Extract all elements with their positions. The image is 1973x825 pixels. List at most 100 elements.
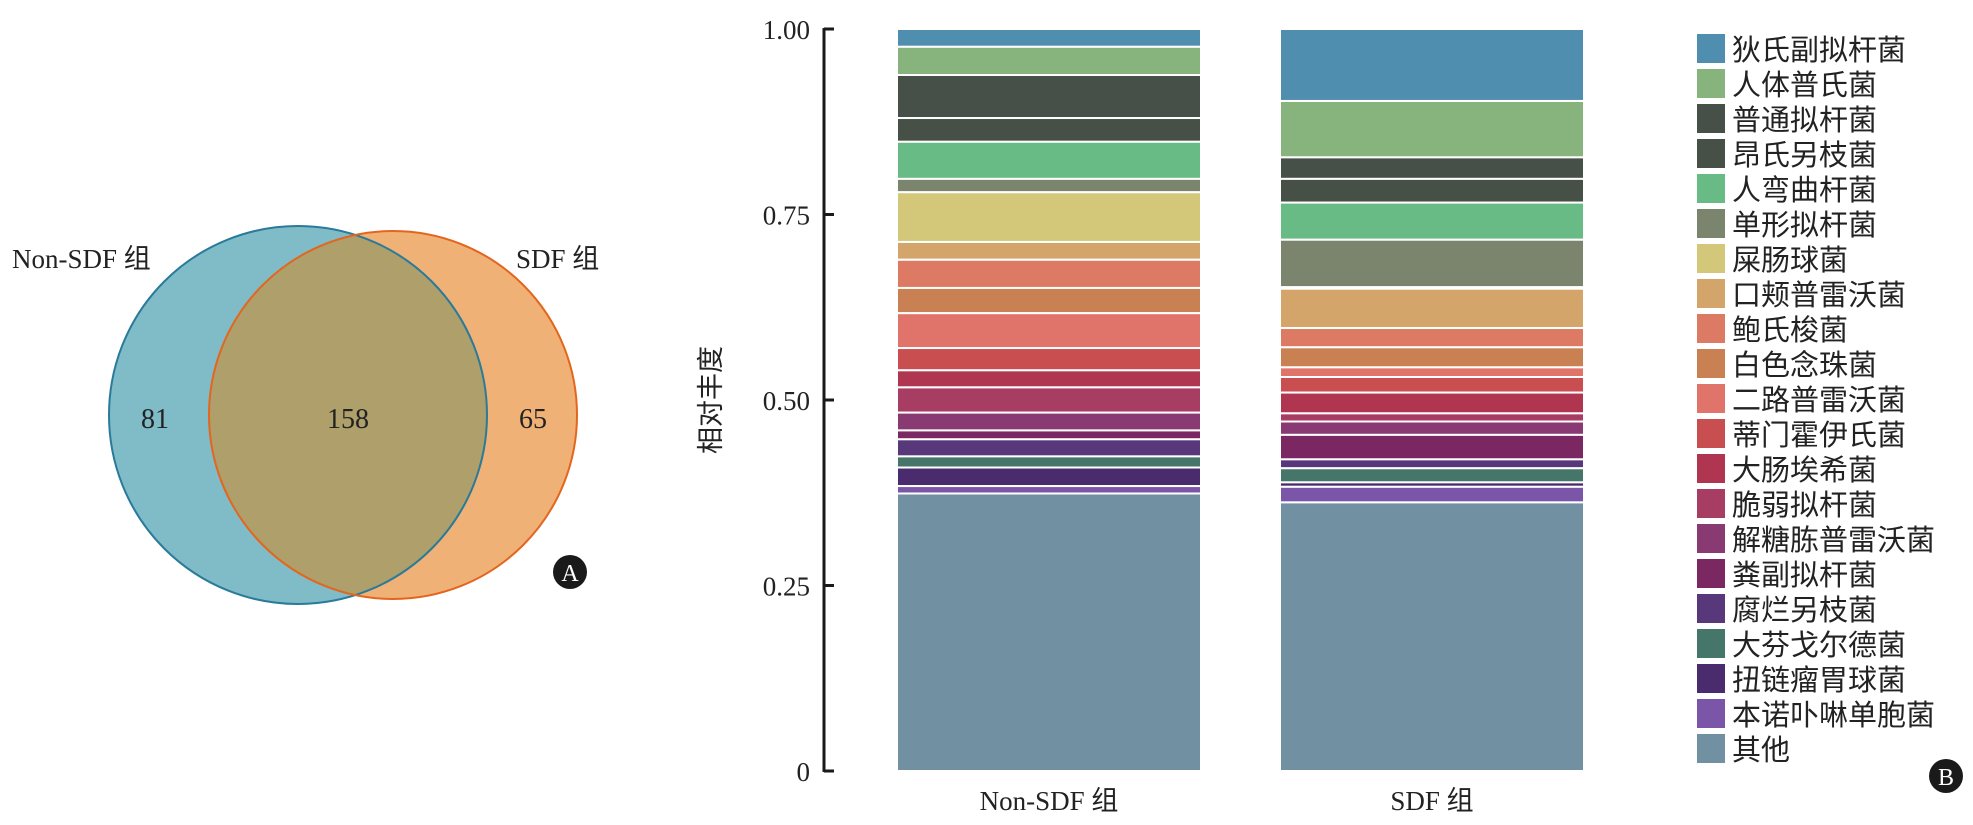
bar-segment	[896, 177, 1202, 194]
y-tick-label: 0.25	[763, 572, 810, 602]
legend-label: 腐烂另枝菌	[1732, 593, 1877, 627]
legend-swatch	[1697, 629, 1725, 658]
bar-segment	[896, 485, 1202, 495]
bar-segment	[1279, 420, 1585, 436]
legend-item: 本诺卟啉单胞菌	[1697, 698, 1935, 732]
venn-label-sdf: SDF 组	[516, 244, 599, 274]
y-axis-label: 相对丰度	[696, 346, 727, 454]
bar-segment	[896, 411, 1202, 432]
legend-item: 口颊普雷沃菌	[1697, 278, 1906, 312]
bar-segment	[1279, 375, 1585, 394]
bar-segment	[1279, 28, 1585, 102]
bar-segment	[896, 438, 1202, 458]
legend-label: 二路普雷沃菌	[1732, 383, 1906, 417]
bar-segment	[896, 429, 1202, 441]
y-tick-label: 0.50	[763, 386, 810, 416]
legend-swatch	[1697, 699, 1725, 728]
legend-label: 大肠埃希菌	[1732, 453, 1877, 487]
venn-count-intersection: 158	[327, 404, 369, 435]
bar-segment	[896, 347, 1202, 372]
bar-segment	[896, 240, 1202, 261]
bar-segment	[1279, 467, 1585, 484]
legend-item: 屎肠球菌	[1697, 243, 1848, 277]
x-tick-label-non-sdf: Non-SDF 组	[980, 786, 1119, 816]
legend-swatch	[1697, 244, 1725, 273]
legend-label: 粪副拟杆菌	[1732, 558, 1877, 592]
svg-text:A: A	[561, 561, 579, 587]
bar-segment	[1279, 177, 1585, 204]
bar-segment	[896, 258, 1202, 289]
bar-segment	[896, 117, 1202, 143]
legend-swatch	[1697, 209, 1725, 238]
bar-segment	[896, 28, 1202, 48]
bar-segment	[896, 369, 1202, 389]
legend-item: 蒂门霍伊氏菌	[1697, 418, 1906, 452]
legend-item: 普通拟杆菌	[1697, 103, 1877, 137]
legend-label: 其他	[1732, 733, 1790, 767]
bar-segment	[1279, 433, 1585, 461]
y-tick-label: 0	[797, 757, 811, 787]
legend-swatch	[1697, 594, 1725, 623]
legend-item: 白色念珠菌	[1697, 348, 1877, 382]
y-tick-label: 0.75	[763, 201, 810, 231]
legend-label: 脆弱拟杆菌	[1732, 488, 1877, 522]
x-tick-label-sdf: SDF 组	[1390, 786, 1473, 816]
bar-segment	[1279, 412, 1585, 423]
bar-segment	[1279, 327, 1585, 349]
legend-swatch	[1697, 174, 1725, 203]
legend-label: 白色念珠菌	[1732, 348, 1877, 382]
y-tick-label: 1.00	[763, 15, 810, 45]
panel-badge-a: A	[553, 555, 587, 589]
legend-item: 单形拟杆菌	[1697, 208, 1877, 242]
legend-item: 脆弱拟杆菌	[1697, 488, 1877, 522]
legend-swatch	[1697, 104, 1725, 133]
legend-label: 口颊普雷沃菌	[1732, 278, 1906, 312]
bar-segment	[1279, 201, 1585, 241]
legend-swatch	[1697, 314, 1725, 343]
legend-item: 鲍氏梭菌	[1697, 313, 1848, 347]
bar-segment	[1279, 287, 1585, 330]
bar-segment	[896, 312, 1202, 350]
legend-swatch	[1697, 34, 1725, 63]
bar-segment	[896, 466, 1202, 488]
legend-swatch	[1697, 524, 1725, 553]
legend-item: 人弯曲杆菌	[1697, 173, 1877, 207]
legend-item: 粪副拟杆菌	[1697, 558, 1877, 592]
legend-swatch	[1697, 384, 1725, 413]
legend-swatch	[1697, 664, 1725, 693]
venn-diagram: Non-SDF 组 SDF 组 81 158 65 A	[12, 225, 599, 605]
legend-label: 人体普氏菌	[1732, 68, 1877, 102]
bar-segment	[1279, 238, 1585, 289]
venn-outline-sdf	[208, 230, 578, 600]
legend-item: 狄氏副拟杆菌	[1697, 33, 1906, 67]
legend-swatch	[1697, 454, 1725, 483]
bar-segment	[896, 74, 1202, 120]
legend-item: 大肠埃希菌	[1697, 453, 1877, 487]
bar-segment	[1279, 501, 1585, 772]
bar-segment	[1279, 366, 1585, 378]
legend-label: 单形拟杆菌	[1732, 208, 1877, 242]
legend-swatch	[1697, 559, 1725, 588]
legend-label: 狄氏副拟杆菌	[1732, 33, 1906, 67]
bar-segment	[896, 455, 1202, 469]
venn-count-non-sdf: 81	[141, 404, 169, 435]
legend-label: 鲍氏梭菌	[1732, 313, 1848, 347]
bar-segment	[1279, 485, 1585, 504]
svg-text:B: B	[1938, 765, 1954, 791]
legend-swatch	[1697, 349, 1725, 378]
legend-item: 大芬戈尔德菌	[1697, 628, 1906, 662]
legend-item: 解糖胨普雷沃菌	[1697, 523, 1935, 557]
bar-segment	[1279, 346, 1585, 369]
venn-outline-non-sdf	[108, 225, 488, 605]
legend-label: 人弯曲杆菌	[1732, 173, 1877, 207]
legend-label: 本诺卟啉单胞菌	[1732, 698, 1935, 732]
bar-segment	[1279, 156, 1585, 180]
bar-segment	[896, 45, 1202, 77]
legend-swatch	[1697, 139, 1725, 168]
panel-badge-b: B	[1929, 759, 1963, 793]
venn-count-sdf: 65	[519, 404, 547, 435]
bar-segment	[896, 286, 1202, 315]
legend: 狄氏副拟杆菌人体普氏菌普通拟杆菌昂氏另枝菌人弯曲杆菌单形拟杆菌屎肠球菌口颊普雷沃…	[1697, 33, 1935, 767]
legend-label: 普通拟杆菌	[1732, 103, 1877, 137]
